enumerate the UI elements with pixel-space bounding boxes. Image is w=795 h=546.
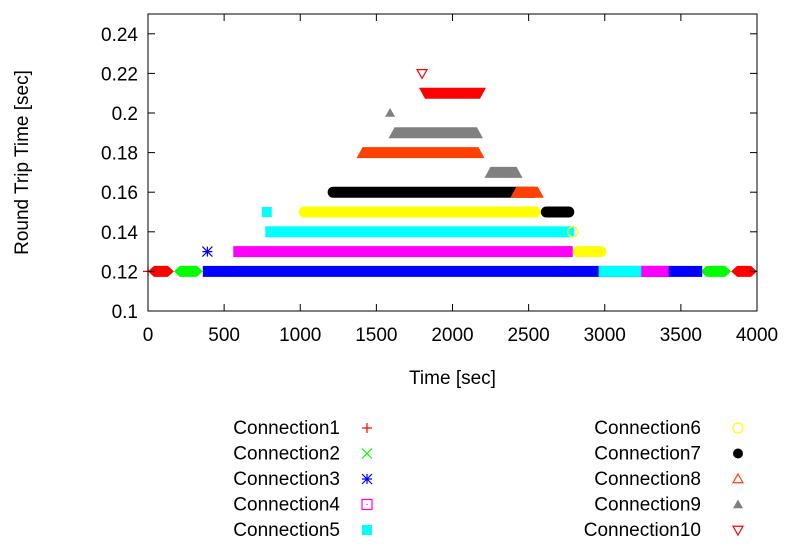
legend-marker-connection4-dot — [366, 503, 368, 506]
data-bands — [148, 87, 757, 277]
point-connection10 — [416, 69, 429, 80]
band-connection7 — [327, 186, 540, 198]
x-tick-label: 0 — [143, 325, 154, 346]
band-connection2 — [700, 265, 732, 277]
legend-label-connection4: Connection4 — [233, 495, 340, 516]
x-tick-label: 1000 — [279, 325, 321, 346]
band-connection7 — [540, 206, 575, 218]
x-tick-label: 2000 — [431, 325, 473, 346]
point-connection6 — [567, 226, 579, 238]
y-tick-label: 0.16 — [101, 183, 138, 204]
legend-marker-connection5 — [362, 525, 372, 535]
x-axis-label: Time [sec] — [409, 368, 496, 389]
band-connection1 — [731, 265, 757, 277]
x-tick-label: 3500 — [660, 325, 702, 346]
y-tick-label: 0.1 — [112, 302, 138, 323]
band-connection4 — [638, 265, 669, 277]
legend-label-connection10: Connection10 — [584, 520, 701, 541]
band-connection8 — [510, 186, 544, 198]
band-connection5 — [598, 265, 642, 277]
band-connection9 — [388, 127, 483, 139]
y-tick-label: 0.18 — [101, 144, 138, 165]
data-points — [143, 69, 579, 277]
y-tick-label: 0.24 — [101, 25, 138, 46]
legend-marker-connection1 — [362, 423, 372, 433]
y-tick-label: 0.2 — [112, 104, 138, 125]
x-tick-label: 1500 — [355, 325, 397, 346]
legend-marker-connection7 — [733, 448, 743, 459]
legend-marker-connection6 — [732, 422, 744, 434]
y-tick-label: 0.22 — [101, 64, 138, 85]
band-connection3 — [202, 265, 703, 277]
band-connection4 — [233, 246, 573, 258]
band-connection1 — [148, 265, 174, 277]
x-tick-label: 500 — [208, 325, 240, 346]
point-connection5 — [261, 207, 272, 217]
legend-label-connection1: Connection1 — [233, 418, 340, 439]
band-connection6 — [572, 246, 607, 258]
x-tick-label: 4000 — [736, 325, 778, 346]
legend-label-connection3: Connection3 — [233, 469, 340, 490]
legend-label-connection7: Connection7 — [594, 444, 701, 465]
legend-label-connection9: Connection9 — [594, 495, 701, 516]
axis-ticks: 0 500 1000 1500 2000 2500 3000 3500 4000 0.1 0.12 0… — [101, 14, 778, 346]
legend: Connection1 Connection2 Connection3 Connect… — [233, 418, 745, 541]
legend-marker-connection4 — [361, 498, 373, 511]
band-connection6 — [298, 206, 541, 218]
band-connection9 — [484, 166, 523, 178]
band-connection2 — [173, 265, 203, 277]
legend-label-connection6: Connection6 — [594, 418, 701, 439]
point-connection9 — [385, 108, 396, 117]
y-tick-label: 0.12 — [101, 262, 138, 283]
legend-label-connection8: Connection8 — [594, 469, 701, 490]
legend-marker-connection10 — [731, 525, 745, 537]
x-tick-label: 3000 — [584, 325, 626, 346]
legend-marker-connection3 — [361, 473, 373, 485]
y-axis-label: Round Trip Time [sec] — [12, 70, 33, 255]
y-tick-label: 0.14 — [101, 223, 138, 244]
band-connection5 — [265, 226, 575, 238]
legend-marker-connection2 — [361, 448, 373, 459]
x-tick-label: 2500 — [507, 325, 549, 346]
band-connection8 — [356, 147, 485, 159]
point-connection3 — [201, 246, 213, 258]
band-connection10 — [419, 87, 486, 99]
legend-label-connection2: Connection2 — [233, 444, 340, 465]
legend-marker-connection8 — [731, 472, 745, 484]
legend-label-connection5: Connection5 — [233, 520, 340, 541]
legend-marker-connection9 — [733, 499, 743, 509]
